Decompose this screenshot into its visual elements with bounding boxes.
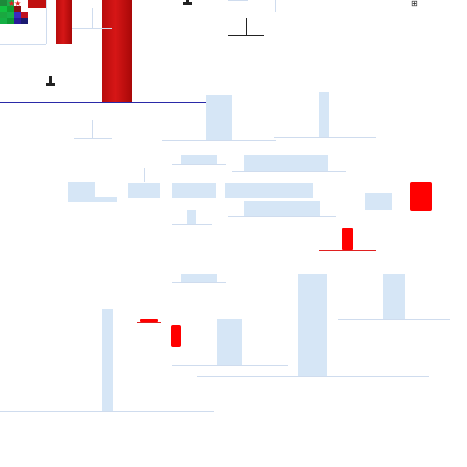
thumbnail-cell [0,6,7,12]
red-divider [137,322,161,323]
star-icon: ★★ [8,0,21,8]
divider [172,164,226,165]
panel-block [187,210,196,224]
thumbnail-cell [7,12,14,18]
panel-block [128,183,160,198]
divider [162,140,276,141]
marker-base [228,35,264,36]
divider [144,168,145,182]
red-bar [56,0,72,44]
panel-block [181,274,217,282]
image-thumbnail-icon[interactable] [0,0,34,26]
red-tab[interactable] [28,0,46,8]
divider [0,411,214,412]
thumbnail-cell [7,18,14,24]
panel-block [217,319,242,365]
panel-block [383,274,405,319]
red-marker[interactable] [140,319,158,322]
divider [275,0,276,12]
red-button[interactable] [410,182,432,211]
thumbnail-cell [14,18,21,24]
thumbnail-cell [21,12,28,18]
red-bar [102,0,132,102]
thumbnail-cell [7,0,14,6]
red-marker[interactable] [171,325,181,347]
divider [197,376,429,377]
divider [172,282,226,283]
divider [228,0,248,1]
panel-block [319,92,329,137]
divider [74,138,112,139]
pin-icon[interactable] [46,76,55,86]
divider [172,224,212,225]
panel-block [244,201,320,216]
divider [232,171,346,172]
divider [92,120,93,138]
panel-block [181,155,217,164]
horizontal-divider [0,102,232,103]
panel-block [225,183,313,198]
pin-icon[interactable] [183,0,192,10]
panel-block [298,274,327,376]
divider [274,137,376,138]
thumbnail-cell [21,18,28,24]
thumbnail-cell [7,6,14,12]
divider [92,8,93,28]
divider [46,0,47,44]
thumbnail-cell [0,0,7,6]
red-marker[interactable] [342,228,353,250]
panel-block [102,309,113,411]
divider [338,319,450,320]
marker-stem [246,18,247,36]
thumbnail-cell [14,12,21,18]
thumbnail-cell [0,18,7,24]
thumbnail-cell [14,6,21,12]
panel-block [68,182,95,202]
divider [172,365,288,366]
panel-block [95,197,117,202]
divider [228,216,336,217]
grid-icon[interactable]: ⊞ [411,0,418,8]
panel-block [365,193,392,210]
panel-block [244,155,328,171]
panel-block [206,95,232,140]
thumbnail-cell [0,12,7,18]
divider [0,44,46,45]
red-divider [319,250,376,251]
divider [72,28,112,29]
panel-block [172,183,216,198]
